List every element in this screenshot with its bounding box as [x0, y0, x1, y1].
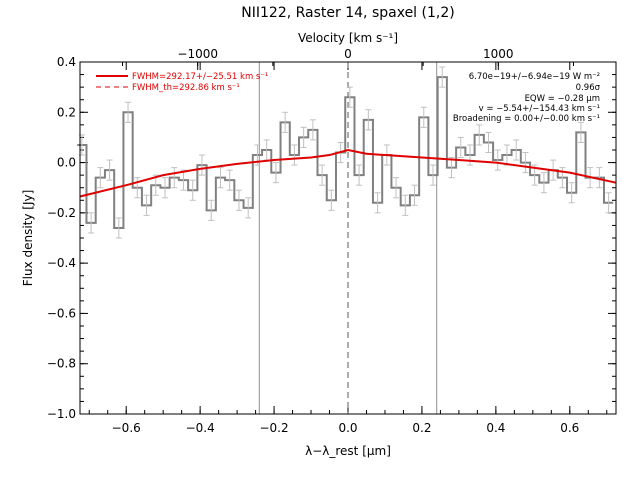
x-tick-label: −0.6	[112, 421, 141, 435]
axis-ticks: −0.6 −0.4 −0.2 0.0 0.2 0.4 0.6 −1000 0 1000 −1.0 −0…	[47, 47, 616, 435]
annotation-velocity: v = −5.54+/−154.43 km s⁻¹	[479, 104, 600, 114]
x-tick-label: 0.2	[412, 421, 431, 435]
y-tick-label: −0.6	[47, 306, 76, 320]
y-axis-label: Flux density [Jy]	[21, 190, 35, 287]
x-tick-label: 0.0	[338, 421, 357, 435]
top-tick-label: 0	[344, 47, 352, 61]
y-tick-label: −0.4	[47, 256, 76, 270]
fit-annotations: 6.70e−19+/−6.94e−19 W m⁻² 0.96σ EQW = −0…	[453, 72, 601, 124]
annotation-sigma: 0.96σ	[576, 83, 601, 93]
legend-entry-fwhm: FWHM=292.17+/−25.51 km s⁻¹	[132, 72, 268, 82]
flux-step-series	[77, 76, 614, 229]
x-tick-label: −0.4	[186, 421, 215, 435]
annotation-eqw: EQW = −0.28 μm	[525, 94, 600, 104]
y-tick-label: −0.8	[47, 357, 76, 371]
y-tick-label: 0.2	[57, 105, 76, 119]
annotation-broadening: Broadening = 0.00+/−0.00 km s⁻¹	[453, 114, 600, 124]
legend-entry-fwhm-th: FWHM_th=292.86 km s⁻¹	[132, 83, 240, 93]
plot-frame	[79, 61, 617, 415]
x-axis-label-bottom: λ−λ_rest [μm]	[305, 444, 391, 458]
y-tick-label: −0.2	[47, 206, 76, 220]
x-tick-label: −0.2	[259, 421, 288, 435]
x-axis-label-top: Velocity [km s⁻¹]	[298, 31, 398, 45]
annotation-flux: 6.70e−19+/−6.94e−19 W m⁻²	[469, 72, 600, 82]
gaussian-fit-line	[79, 148, 617, 198]
x-tick-label: 0.6	[560, 421, 579, 435]
x-tick-label: 0.4	[486, 421, 505, 435]
chart-title: NII122, Raster 14, spaxel (1,2)	[241, 5, 454, 21]
y-tick-label: 0.4	[57, 55, 76, 69]
top-tick-label: −1000	[177, 47, 218, 61]
y-tick-label: −1.0	[47, 407, 76, 421]
y-tick-label: 0.0	[57, 156, 76, 170]
top-tick-label: 1000	[483, 47, 514, 61]
legend: FWHM=292.17+/−25.51 km s⁻¹ FWHM_th=292.8…	[96, 72, 268, 93]
chart-marks	[77, 62, 617, 414]
